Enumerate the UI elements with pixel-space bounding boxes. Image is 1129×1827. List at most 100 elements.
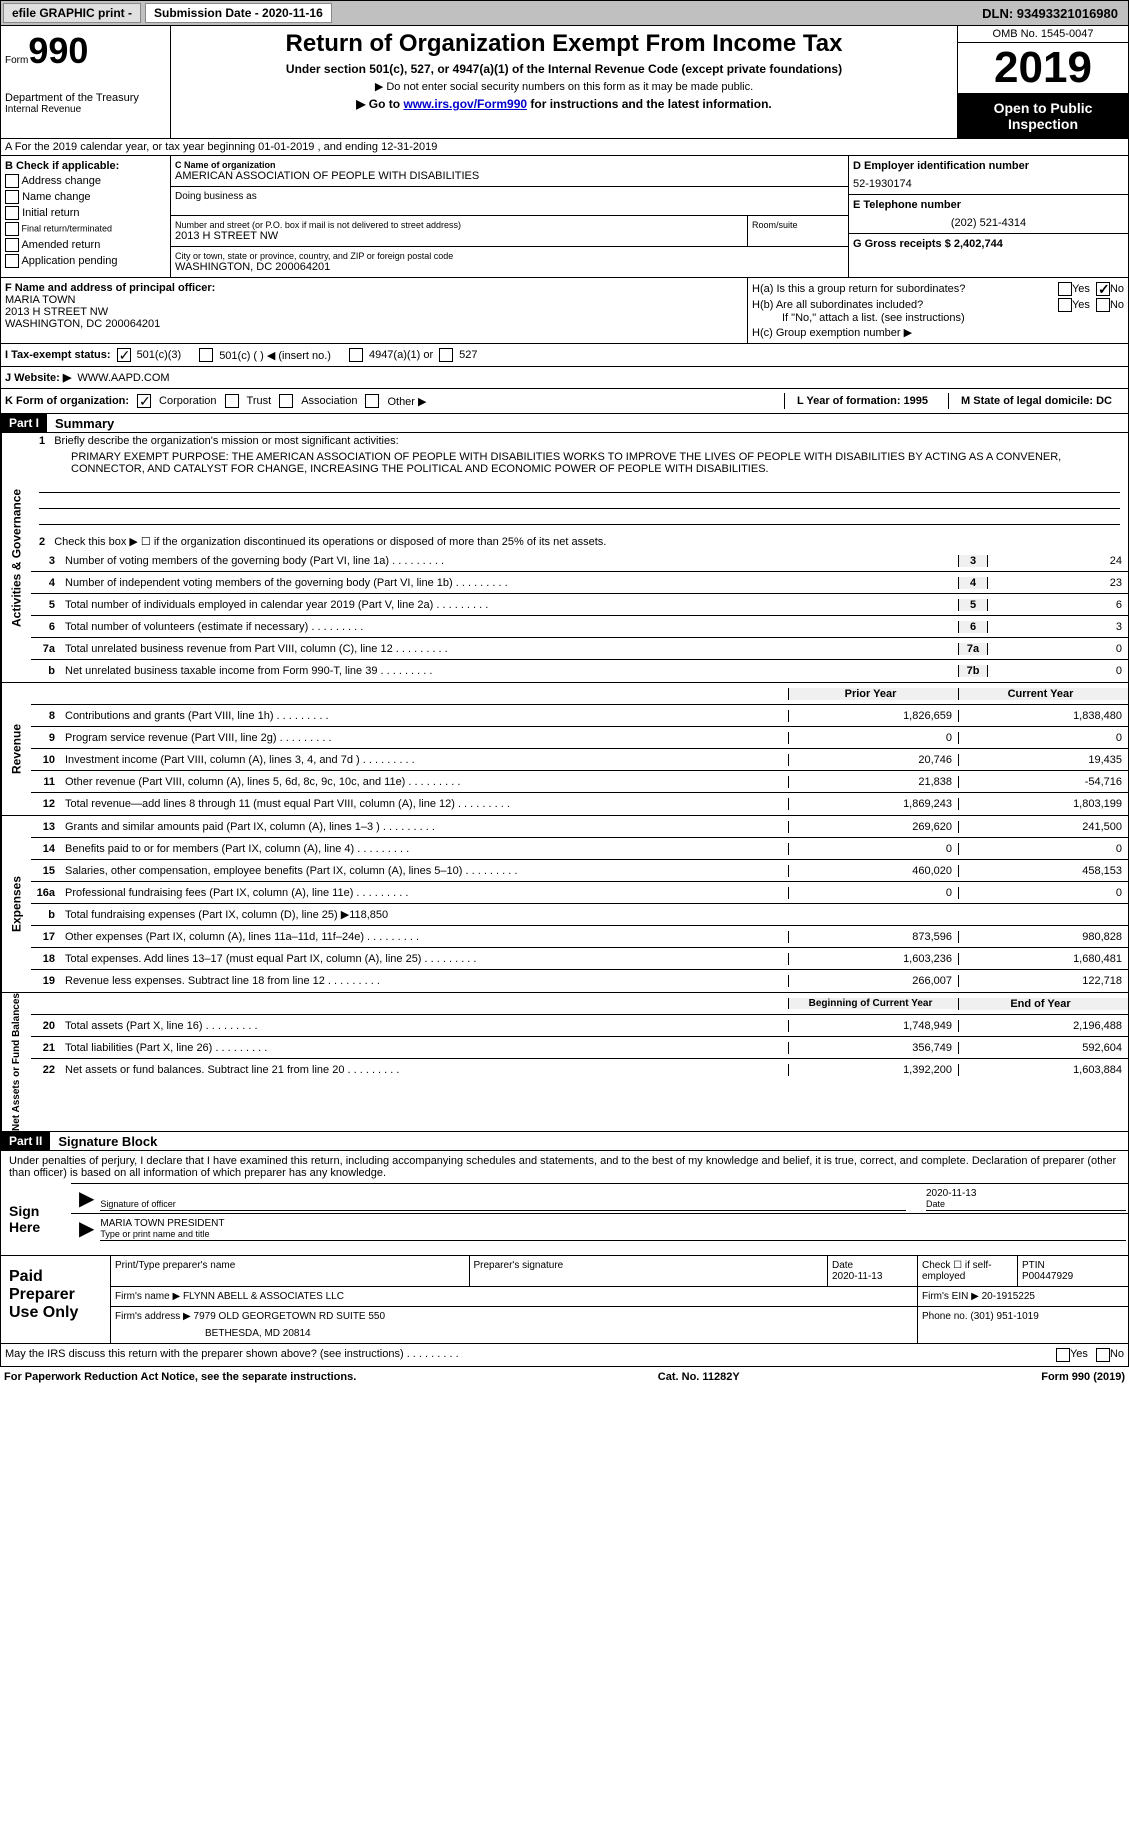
- part1-title: Summary: [47, 416, 114, 431]
- side-ag: Activities & Governance: [1, 433, 31, 682]
- prep-ptin: PTINP00447929: [1018, 1256, 1128, 1286]
- city: WASHINGTON, DC 200064201: [175, 261, 453, 273]
- top-bar: efile GRAPHIC print - Submission Date - …: [0, 0, 1129, 26]
- cat-no: Cat. No. 11282Y: [658, 1371, 740, 1383]
- org-name-label: C Name of organization: [175, 160, 844, 170]
- officer-grid: F Name and address of principal officer:…: [0, 278, 1129, 344]
- summary-row: 22Net assets or fund balances. Subtract …: [31, 1059, 1128, 1081]
- form-subtitle: Under section 501(c), 527, or 4947(a)(1)…: [175, 62, 953, 76]
- exp-rows: 13Grants and similar amounts paid (Part …: [31, 816, 1128, 992]
- sig-date-field: 2020-11-13 Date: [926, 1188, 1126, 1211]
- check-name[interactable]: Name change: [5, 190, 166, 204]
- summary-row: 14Benefits paid to or for members (Part …: [31, 838, 1128, 860]
- firm-addr-label: Firm's address ▶: [115, 1311, 191, 1322]
- firm-addr: 7979 OLD GEORGETOWN RD SUITE 550: [194, 1311, 386, 1322]
- blank-line: [39, 493, 1120, 509]
- submission-date: Submission Date - 2020-11-16: [145, 3, 332, 23]
- hb-yes[interactable]: [1058, 298, 1072, 312]
- note-ssn: ▶ Do not enter social security numbers o…: [175, 80, 953, 93]
- ha-no[interactable]: [1096, 282, 1110, 296]
- check-501c3[interactable]: [117, 348, 131, 362]
- firm-ein-label: Firm's EIN ▶: [922, 1291, 979, 1302]
- check-trust[interactable]: [225, 394, 239, 408]
- summary-row: 12Total revenue—add lines 8 through 11 (…: [31, 793, 1128, 815]
- check-501c[interactable]: [199, 348, 213, 362]
- form-ref: Form 990 (2019): [1041, 1371, 1125, 1383]
- paid-label: Paid Preparer Use Only: [1, 1256, 111, 1343]
- check-final[interactable]: Final return/terminated: [5, 222, 166, 236]
- efile-print-button[interactable]: efile GRAPHIC print -: [3, 3, 141, 23]
- discuss-text: May the IRS discuss this return with the…: [5, 1348, 1056, 1362]
- irs-link[interactable]: www.irs.gov/Form990: [403, 97, 527, 111]
- summary-row: 17Other expenses (Part IX, column (A), l…: [31, 926, 1128, 948]
- part1-header: Part I Summary: [0, 414, 1129, 433]
- ha-yes[interactable]: [1058, 282, 1072, 296]
- discuss-no[interactable]: [1096, 1348, 1110, 1362]
- check-assoc[interactable]: [279, 394, 293, 408]
- summary-row: 4Number of independent voting members of…: [31, 572, 1128, 594]
- city-label: City or town, state or province, country…: [175, 251, 453, 261]
- discuss-yes[interactable]: [1056, 1348, 1070, 1362]
- box-f: F Name and address of principal officer:…: [1, 278, 748, 343]
- prep-self: Check ☐ if self-employed: [918, 1256, 1018, 1286]
- ein-label: D Employer identification number: [853, 160, 1124, 172]
- ein: 52-1930174: [853, 178, 1124, 190]
- summary-row: 8Contributions and grants (Part VIII, li…: [31, 705, 1128, 727]
- summary-row: 3Number of voting members of the governi…: [31, 550, 1128, 572]
- arrow-icon: ▶: [73, 1186, 100, 1211]
- officer-name: MARIA TOWN: [5, 294, 743, 306]
- form-header: Form990 Department of the Treasury Inter…: [0, 26, 1129, 139]
- year-box: OMB No. 1545-0047 2019 Open to Public In…: [958, 26, 1128, 138]
- begin-hdr: Beginning of Current Year: [788, 998, 958, 1009]
- summary-row: bNet unrelated business taxable income f…: [31, 660, 1128, 682]
- q1-num: 1: [39, 435, 51, 447]
- part2-label: Part II: [1, 1132, 50, 1150]
- summary-row: 18Total expenses. Add lines 13–17 (must …: [31, 948, 1128, 970]
- summary-net: Net Assets or Fund Balances Beginning of…: [0, 993, 1129, 1132]
- hb-label: H(b) Are all subordinates included?: [752, 299, 1058, 311]
- check-527[interactable]: [439, 348, 453, 362]
- address: 2013 H STREET NW: [175, 230, 743, 242]
- officer-label: F Name and address of principal officer:: [5, 282, 743, 294]
- side-exp: Expenses: [1, 816, 31, 992]
- net-rows: Beginning of Current Year End of Year 20…: [31, 993, 1128, 1131]
- officer-addr2: WASHINGTON, DC 200064201: [5, 318, 743, 330]
- summary-row: 16aProfessional fundraising fees (Part I…: [31, 882, 1128, 904]
- summary-row: 6Total number of volunteers (estimate if…: [31, 616, 1128, 638]
- row-i: I Tax-exempt status: 501(c)(3) 501(c) ( …: [0, 344, 1129, 367]
- summary-row: 13Grants and similar amounts paid (Part …: [31, 816, 1128, 838]
- prep-date: Date2020-11-13: [828, 1256, 918, 1286]
- prior-hdr: Prior Year: [788, 688, 958, 700]
- check-amended[interactable]: Amended return: [5, 238, 166, 252]
- k-label: K Form of organization:: [5, 395, 129, 407]
- hb-note: If "No," attach a list. (see instruction…: [752, 312, 1124, 324]
- phone-label: E Telephone number: [853, 199, 1124, 211]
- check-address[interactable]: Address change: [5, 174, 166, 188]
- phone: (202) 521-4314: [853, 217, 1124, 229]
- end-hdr: End of Year: [958, 998, 1128, 1010]
- gross-receipts: G Gross receipts $ 2,402,744: [853, 238, 1124, 250]
- summary-row: 5Total number of individuals employed in…: [31, 594, 1128, 616]
- officer-addr1: 2013 H STREET NW: [5, 306, 743, 318]
- summary-row: 9Program service revenue (Part VIII, lin…: [31, 727, 1128, 749]
- row-j: J Website: ▶ WWW.AAPD.COM: [0, 367, 1129, 389]
- q2-text: Check this box ▶ ☐ if the organization d…: [54, 536, 606, 548]
- summary-row: 20Total assets (Part X, line 16)1,748,94…: [31, 1015, 1128, 1037]
- check-other[interactable]: [365, 394, 379, 408]
- form-title: Return of Organization Exempt From Incom…: [175, 30, 953, 58]
- firm-name: FLYNN ABELL & ASSOCIATES LLC: [183, 1291, 344, 1302]
- check-4947[interactable]: [349, 348, 363, 362]
- row-k: K Form of organization: Corporation Trus…: [0, 389, 1129, 414]
- tax-year: 2019: [958, 43, 1128, 94]
- side-net: Net Assets or Fund Balances: [1, 993, 31, 1131]
- title-box: Return of Organization Exempt From Incom…: [171, 26, 958, 138]
- firm-ein: 20-1915225: [982, 1291, 1035, 1302]
- room-label: Room/suite: [748, 216, 848, 246]
- summary-row: 11Other revenue (Part VIII, column (A), …: [31, 771, 1128, 793]
- check-initial[interactable]: Initial return: [5, 206, 166, 220]
- check-corp[interactable]: [137, 394, 151, 408]
- check-application[interactable]: Application pending: [5, 254, 166, 268]
- hb-no[interactable]: [1096, 298, 1110, 312]
- footer: For Paperwork Reduction Act Notice, see …: [0, 1367, 1129, 1387]
- sig-officer-field[interactable]: Signature of officer: [100, 1199, 906, 1211]
